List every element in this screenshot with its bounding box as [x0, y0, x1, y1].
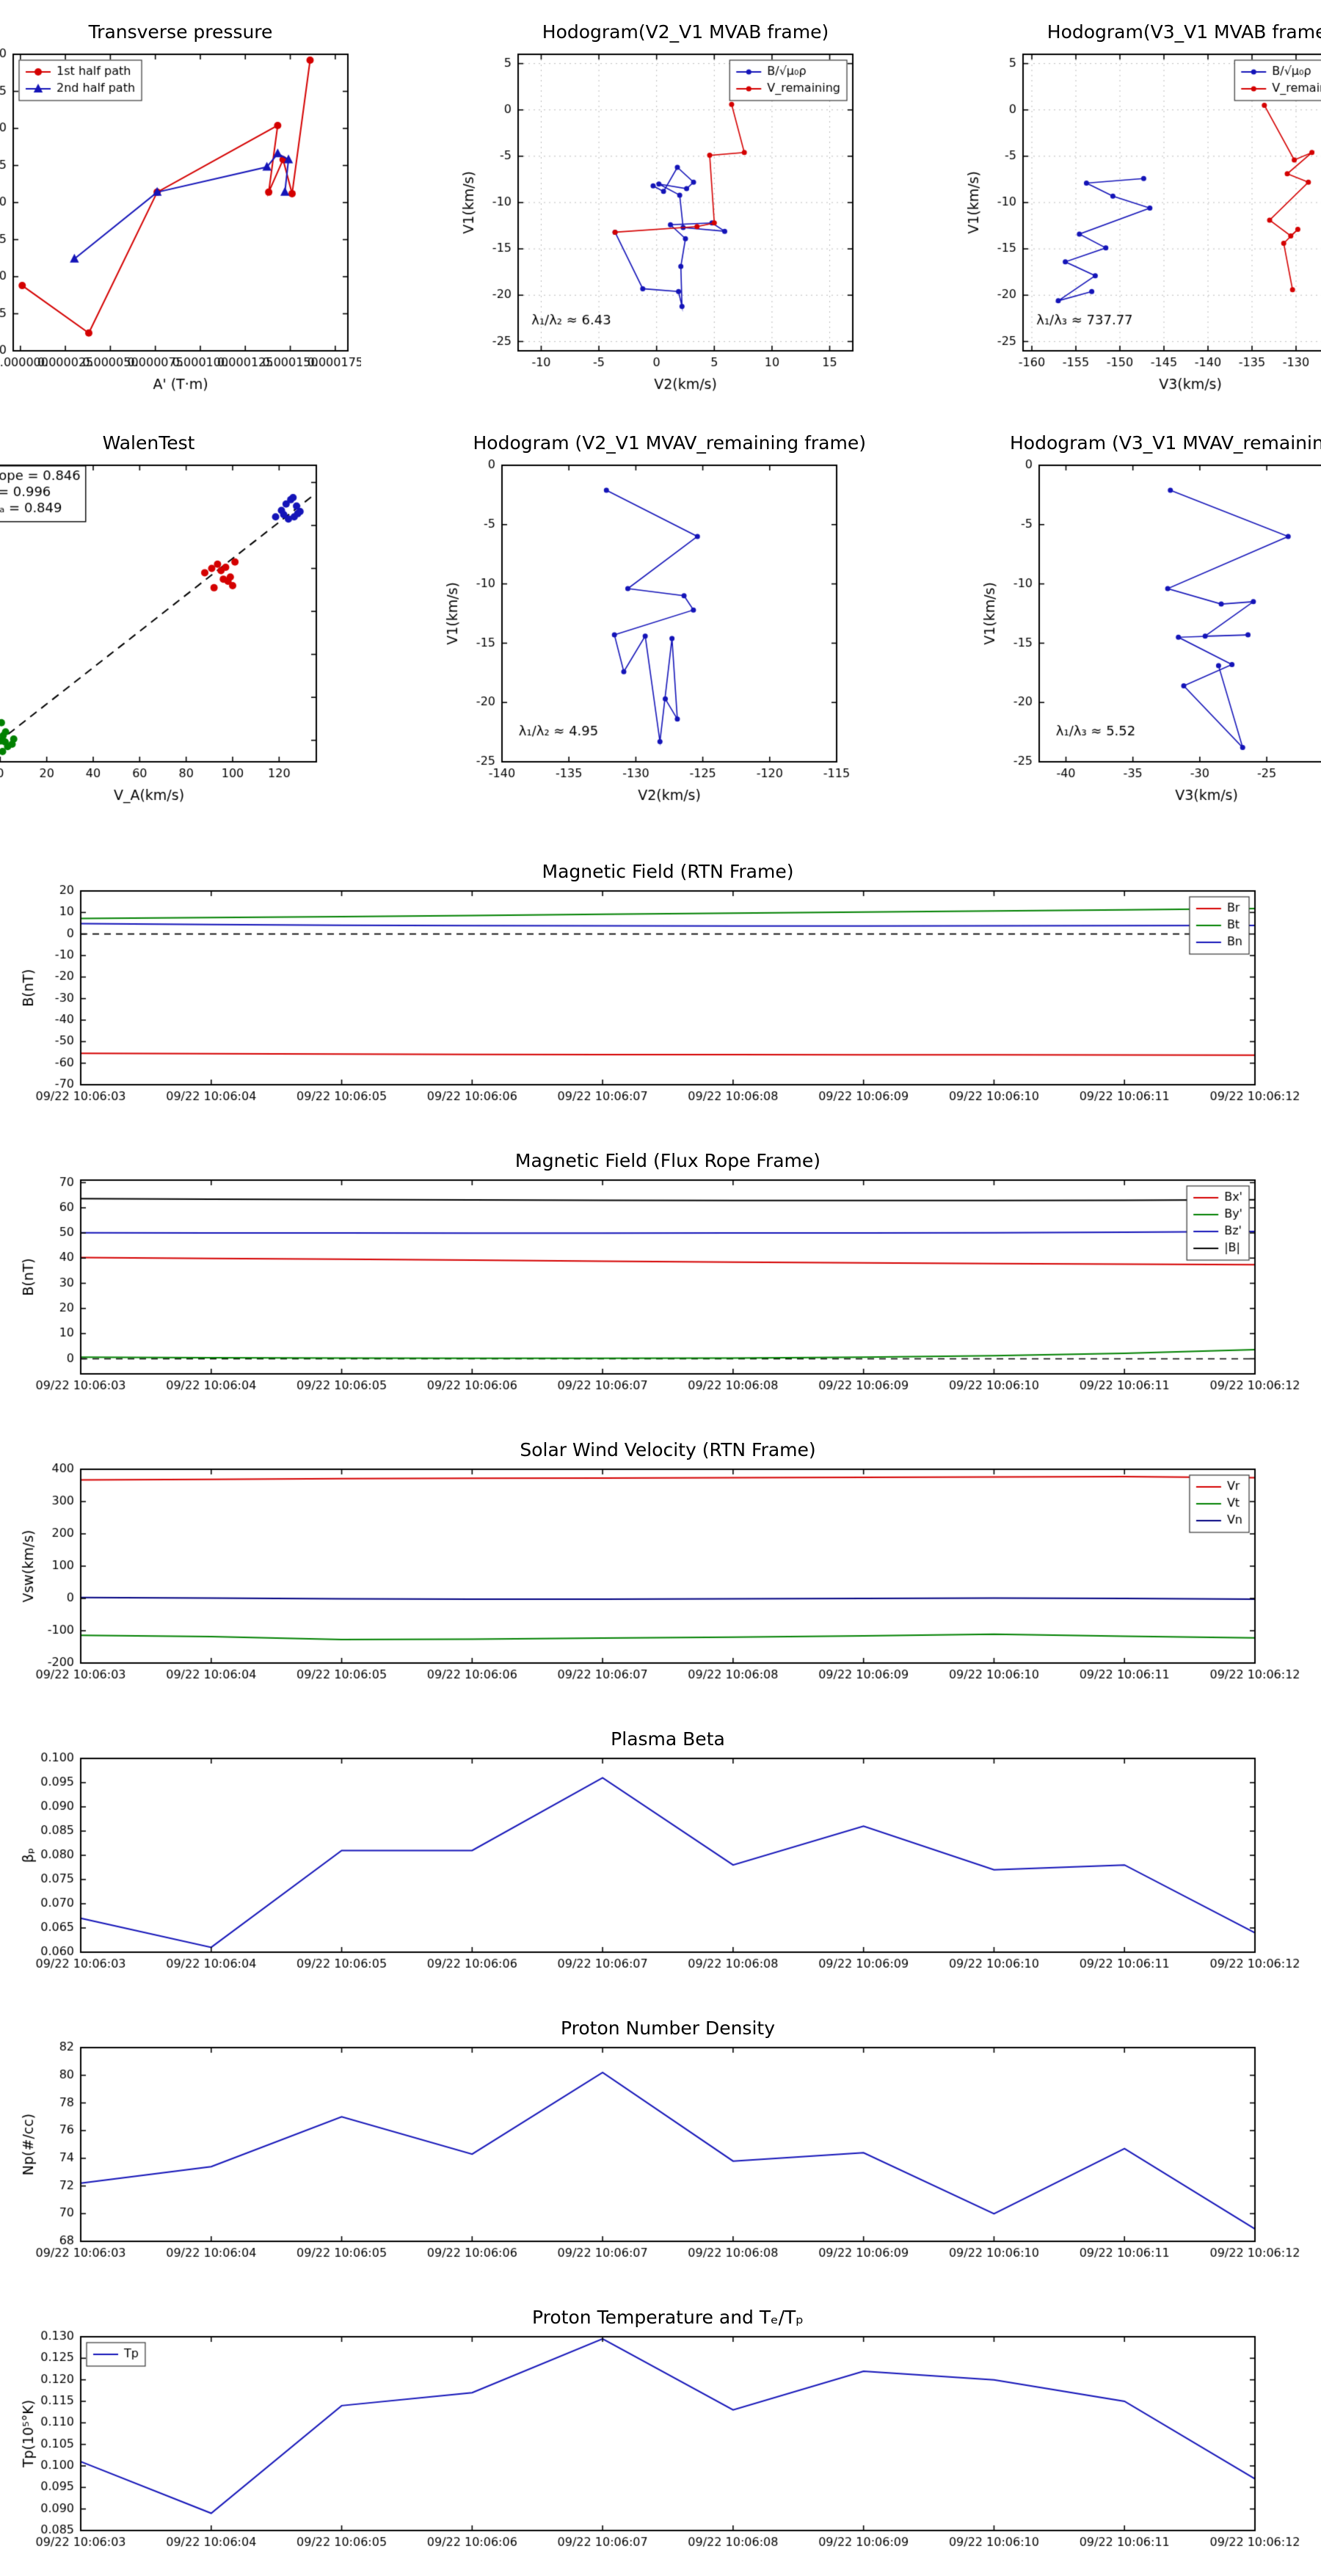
chart-walen-test: WalenTest: [0, 432, 330, 807]
canvas-hodogram-v2v1-mvav: [439, 455, 851, 807]
chart-magnetic-field-rtn: Magnetic Field (RTN Frame): [15, 860, 1306, 1118]
chart-title: Hodogram(V3_V1 MVAB frame): [1047, 21, 1321, 43]
chart-title: Hodogram (V3_V1 MVAV_remaining frame): [1010, 432, 1321, 454]
chart-title: Plasma Beta: [611, 1728, 725, 1750]
top-row-1: Transverse pressure Hodogram(V2_V1 MVAB …: [0, 9, 1321, 408]
chart-title: Magnetic Field (Flux Rope Frame): [514, 1150, 821, 1171]
chart-title: WalenTest: [102, 432, 195, 454]
chart-title: Proton Number Density: [561, 2017, 775, 2039]
canvas-hodogram-v3v1-mvab: [960, 44, 1321, 396]
canvas-proton-temperature: [15, 2329, 1306, 2564]
top-row-2: WalenTest Hodogram (V2_V1 MVAV_remaining…: [0, 420, 1321, 819]
canvas-proton-density: [15, 2040, 1306, 2275]
chart-title: Solar Wind Velocity (RTN Frame): [520, 1439, 816, 1460]
canvas-walen-test: [0, 455, 330, 807]
chart-solar-wind-velocity: Solar Wind Velocity (RTN Frame): [15, 1438, 1306, 1697]
chart-hodogram-v3v1-mvav: Hodogram (V3_V1 MVAV_remaining frame): [960, 432, 1321, 807]
canvas-magnetic-field-rtn: [15, 884, 1306, 1118]
canvas-hodogram-v3v1-mvav: [975, 455, 1321, 807]
chart-plasma-beta: Plasma Beta: [15, 1728, 1306, 1986]
canvas-plasma-beta: [15, 1751, 1306, 1986]
time-series-stack: Magnetic Field (RTN Frame) Magnetic Fiel…: [0, 848, 1321, 2576]
canvas-hodogram-v2v1-mvab: [455, 44, 866, 396]
canvas-transverse-pressure: [0, 44, 361, 396]
chart-title: Proton Temperature and Tₑ/Tₚ: [532, 2307, 804, 2328]
canvas-solar-wind-velocity: [15, 1462, 1306, 1697]
chart-hodogram-v2v1-mvab: Hodogram(V2_V1 MVAB frame): [455, 21, 866, 396]
chart-proton-temperature: Proton Temperature and Tₑ/Tₚ: [15, 2306, 1306, 2564]
chart-hodogram-v3v1-mvab: Hodogram(V3_V1 MVAB frame): [960, 21, 1321, 396]
chart-title: Magnetic Field (RTN Frame): [542, 861, 794, 882]
chart-magnetic-field-flux-rope: Magnetic Field (Flux Rope Frame): [15, 1149, 1306, 1408]
chart-title: Transverse pressure: [88, 21, 273, 43]
chart-title: Hodogram(V2_V1 MVAB frame): [542, 21, 829, 43]
chart-hodogram-v2v1-mvav: Hodogram (V2_V1 MVAV_remaining frame): [423, 432, 867, 807]
canvas-magnetic-field-flux-rope: [15, 1173, 1306, 1408]
chart-proton-density: Proton Number Density: [15, 2017, 1306, 2275]
chart-title: Hodogram (V2_V1 MVAV_remaining frame): [473, 432, 867, 454]
chart-transverse-pressure: Transverse pressure: [0, 21, 361, 396]
